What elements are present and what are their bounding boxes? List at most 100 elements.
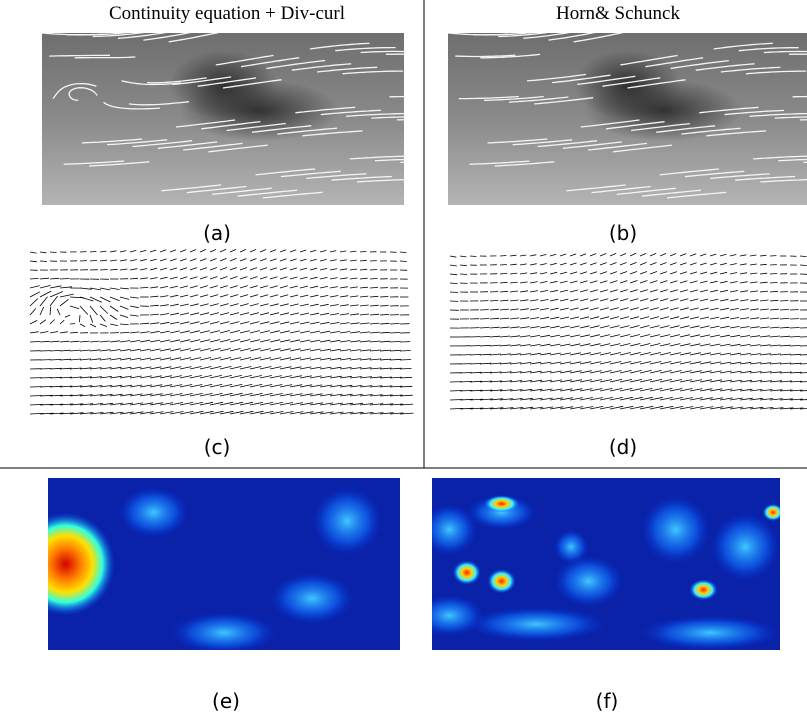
- vector-arrow: [149, 366, 162, 370]
- vector-arrow: [719, 388, 733, 392]
- vector-arrow: [329, 295, 339, 298]
- vector-arrow: [589, 388, 603, 392]
- vector-arrow: [479, 336, 491, 338]
- vector-arrow: [659, 388, 673, 392]
- vector-arrow: [339, 259, 347, 262]
- vector-arrow: [699, 334, 711, 338]
- streamline: [168, 33, 220, 43]
- vector-arrow: [739, 388, 753, 392]
- vector-arrow: [269, 357, 282, 361]
- vector-arrow: [229, 375, 242, 379]
- vector-arrow: [29, 320, 38, 325]
- vector-arrow: [679, 388, 693, 392]
- vector-arrow: [559, 307, 569, 311]
- streamline: [735, 175, 796, 181]
- vector-arrow: [169, 330, 180, 334]
- vector-arrow: [449, 264, 457, 267]
- heat-blob: [553, 555, 624, 607]
- vector-arrow: [139, 249, 147, 253]
- vector-arrow: [119, 349, 131, 352]
- vector-arrow: [659, 316, 670, 320]
- vector-arrow: [199, 330, 210, 334]
- vector-arrow: [659, 271, 668, 275]
- vector-arrow: [669, 316, 680, 320]
- streamline: [788, 53, 807, 55]
- streamline: [573, 33, 624, 43]
- vector-arrow: [289, 303, 299, 307]
- vector-arrow: [239, 401, 254, 406]
- vector-arrow: [499, 353, 511, 356]
- vector-arrow: [349, 358, 362, 361]
- vector-arrow: [29, 404, 44, 406]
- vector-arrow: [619, 352, 631, 356]
- vector-arrow: [499, 326, 510, 329]
- vector-arrow: [399, 376, 412, 379]
- vector-arrow: [639, 370, 652, 374]
- vector-arrow: [359, 340, 371, 343]
- vector-arrow: [229, 330, 240, 334]
- vector-arrow: [499, 264, 507, 266]
- vector-arrow: [369, 367, 382, 370]
- vector-arrow: [779, 362, 792, 365]
- streamline: [774, 116, 807, 119]
- vector-arrow: [749, 317, 760, 320]
- vector-arrow: [619, 316, 630, 320]
- vector-arrow: [159, 276, 168, 280]
- vector-arrow: [119, 393, 133, 397]
- vector-arrow: [549, 343, 561, 347]
- vector-arrow: [109, 268, 118, 271]
- vector-arrow: [109, 349, 121, 352]
- streamline: [799, 119, 807, 121]
- image-panel: [42, 33, 404, 205]
- vector-arrow: [139, 348, 151, 352]
- vector-arrow: [109, 402, 124, 406]
- vector-arrow: [259, 402, 274, 406]
- streamline: [763, 50, 807, 54]
- heat-blob: [466, 607, 606, 642]
- vector-arrow: [119, 250, 127, 253]
- vector-arrow: [309, 375, 322, 379]
- vector-arrow: [49, 412, 64, 415]
- vector-arrow: [179, 339, 191, 343]
- vector-arrow: [199, 339, 211, 343]
- vector-arrow: [279, 393, 293, 397]
- vector-arrow: [459, 390, 473, 392]
- vector-arrow: [679, 307, 689, 311]
- vector-arrow: [729, 299, 739, 302]
- vector-arrow: [169, 312, 180, 316]
- vector-arrow: [149, 267, 158, 271]
- vector-arrow: [239, 393, 253, 397]
- vector-arrow: [739, 317, 750, 320]
- vector-arrow: [189, 285, 198, 289]
- vector-arrow: [349, 295, 359, 298]
- vector-arrow: [109, 314, 118, 320]
- vector-arrow: [299, 402, 314, 406]
- vector-arrow: [519, 299, 529, 302]
- vector-arrow: [569, 406, 584, 410]
- vector-arrow: [209, 375, 222, 379]
- vector-arrow: [599, 289, 609, 293]
- subfigure-label: (e): [212, 689, 240, 713]
- streamline: [143, 33, 192, 41]
- vector-arrow: [349, 277, 358, 280]
- vector-arrow: [139, 287, 149, 289]
- vector-arrow: [219, 285, 228, 289]
- vector-arrow: [759, 299, 769, 302]
- vector-arrow: [229, 285, 238, 289]
- vector-arrow: [489, 371, 502, 374]
- vector-arrow: [479, 353, 491, 356]
- vector-arrow: [659, 343, 671, 347]
- vector-arrow: [549, 280, 558, 284]
- vector-arrow: [29, 413, 44, 415]
- vector-arrow: [719, 379, 733, 383]
- vector-arrow: [319, 321, 330, 325]
- subfigure-label: (d): [609, 435, 637, 459]
- streamline: [107, 139, 168, 146]
- vector-arrow: [89, 323, 97, 328]
- vector-arrow: [149, 348, 161, 352]
- streamline: [620, 54, 678, 66]
- vector-arrow: [29, 341, 40, 343]
- vector-arrow: [219, 339, 231, 343]
- vector-arrow: [179, 276, 188, 280]
- vector-arrow: [289, 267, 298, 271]
